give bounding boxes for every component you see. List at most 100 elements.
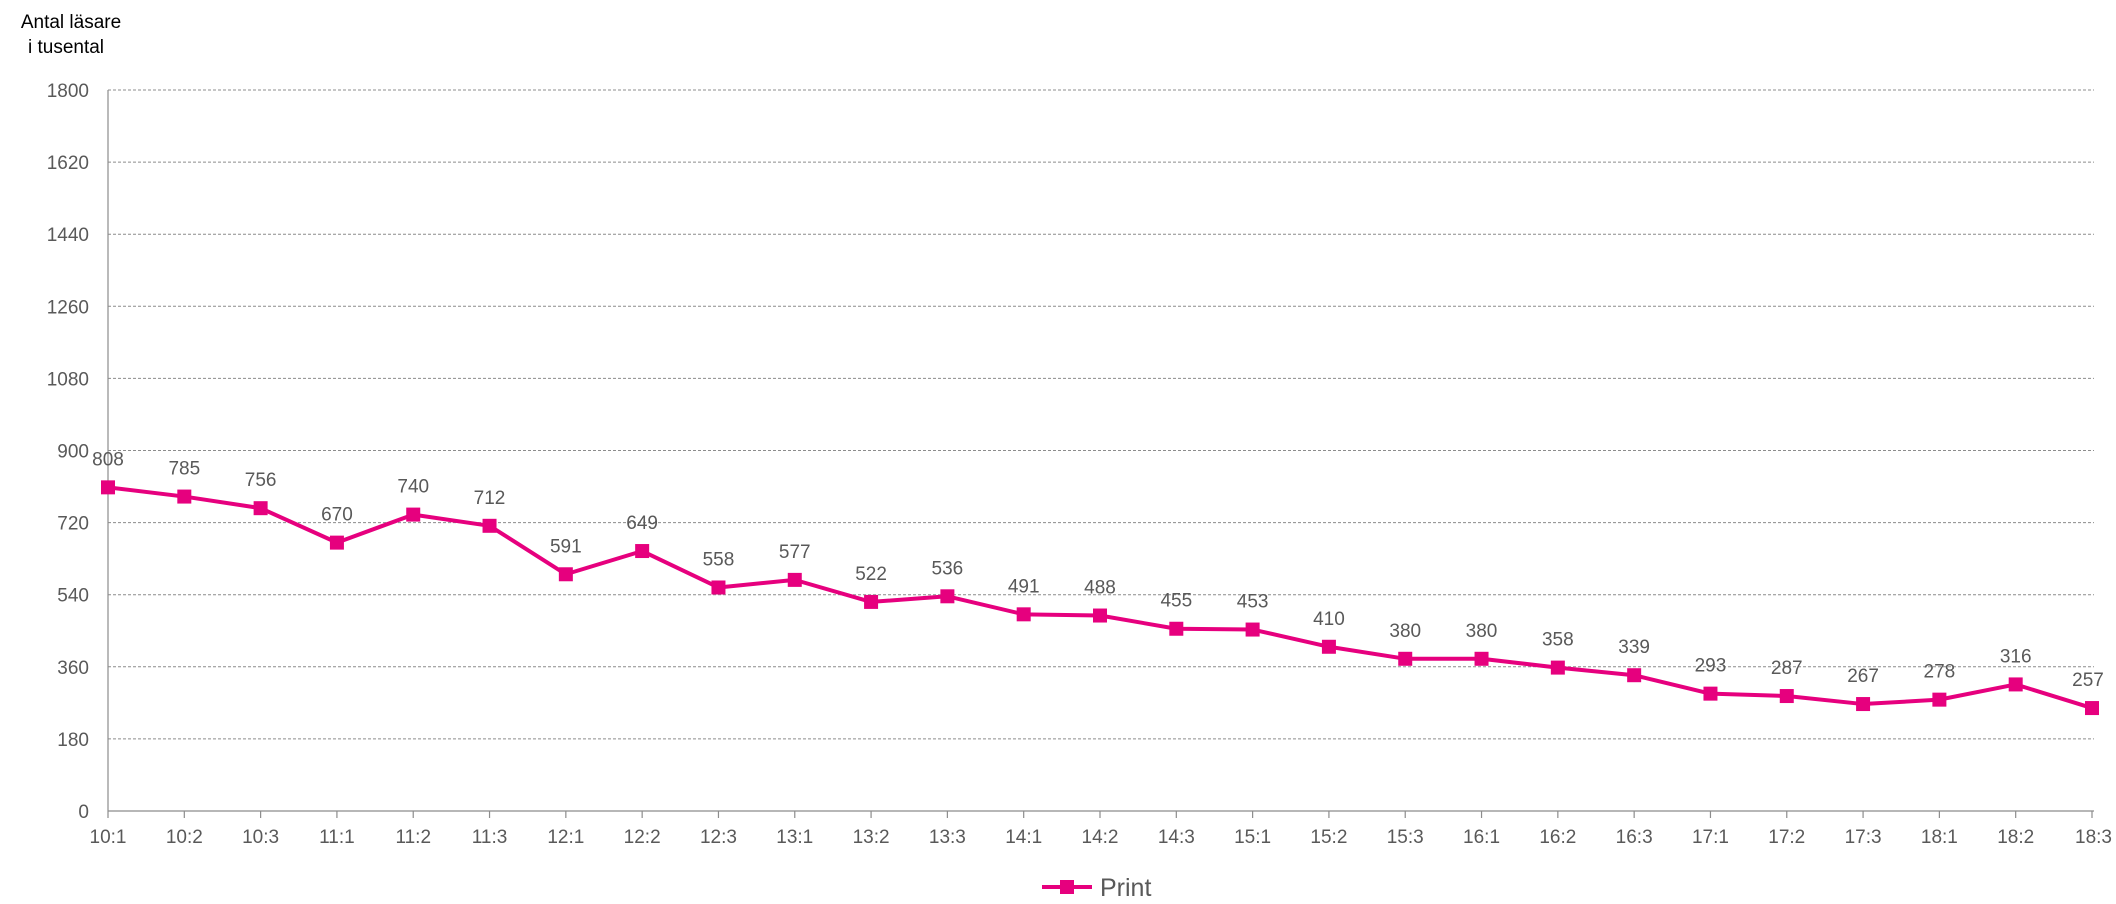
x-tick-label: 10:3: [242, 827, 279, 848]
data-label: 339: [1618, 637, 1650, 658]
data-point-marker: [2085, 701, 2099, 716]
x-tick-label: 13:3: [929, 827, 966, 848]
y-tick-label: 360: [57, 658, 89, 679]
y-tick-label: 1440: [47, 225, 89, 246]
legend-label-print: Print: [1100, 874, 1151, 899]
y-tick-label: 1080: [47, 369, 89, 390]
x-tick-label: 11:2: [395, 827, 431, 848]
y-tick-labels: 0 180 360 540 720 900 1080 1260 1440 1620 1800: [47, 81, 89, 823]
data-point-marker: [1474, 651, 1489, 666]
x-tick-label: 18:3: [2075, 827, 2112, 848]
data-label: 591: [550, 536, 582, 557]
x-tick-label: 14:1: [1005, 827, 1042, 848]
y-tick-label: 180: [57, 730, 89, 751]
data-label: 453: [1237, 592, 1269, 613]
data-label: 257: [2072, 670, 2104, 691]
data-point-marker: [1856, 697, 1871, 712]
y-tick-label: 1260: [47, 297, 89, 318]
x-tick-label: 17:3: [1845, 827, 1882, 848]
y-axis-label: Antal läsare i tusental: [21, 12, 121, 58]
x-tick-label: 12:1: [547, 827, 584, 848]
y-tick-label: 720: [57, 514, 89, 535]
x-tick-labels: 10:1 10:2 10:3 11:1 11:2 11:3 12:1 12:2 12:3 13:1…: [90, 811, 2112, 848]
data-point-marker: [558, 567, 573, 582]
x-tick-label: 14:2: [1082, 827, 1119, 848]
y-tick-label: 1800: [47, 81, 89, 102]
x-tick-label: 16:2: [1539, 827, 1576, 848]
x-tick-label: 12:3: [700, 827, 737, 848]
x-tick-label: 10:2: [166, 827, 203, 848]
x-tick-label: 13:2: [853, 827, 890, 848]
data-label: 278: [1924, 662, 1956, 683]
x-tick-label: 13:1: [776, 827, 813, 848]
data-label: 455: [1160, 591, 1192, 612]
x-tick-label: 11:1: [319, 827, 355, 848]
data-point-marker: [1703, 686, 1718, 701]
data-point-marker: [940, 589, 955, 604]
x-tick-label: 15:1: [1234, 827, 1271, 848]
data-label: 558: [703, 549, 735, 570]
data-label: 522: [855, 564, 887, 585]
x-tick-label: 18:2: [1997, 827, 2034, 848]
data-label: 267: [1847, 666, 1879, 687]
data-label: 488: [1084, 578, 1116, 599]
data-label: 287: [1771, 658, 1803, 679]
x-tick-label: 17:2: [1768, 827, 1805, 848]
data-label: 785: [168, 459, 200, 480]
data-label: 358: [1542, 630, 1574, 651]
data-point-marker: [1245, 622, 1260, 637]
data-point-marker: [1627, 668, 1642, 683]
x-tick-label: 15:2: [1310, 827, 1347, 848]
x-tick-label: 12:2: [624, 827, 661, 848]
data-labels: 808 785 756 670 740 712 591 649 558 577 522 536 491 4…: [92, 449, 2104, 691]
data-label: 577: [779, 542, 811, 563]
data-point-marker: [1321, 639, 1336, 654]
data-point-marker: [1016, 607, 1031, 622]
gridlines: [108, 89, 2094, 740]
data-label: 740: [397, 477, 429, 498]
y-tick-label: 1620: [47, 153, 89, 174]
data-point-marker: [177, 489, 192, 504]
x-tick-label: 10:1: [90, 827, 127, 848]
legend: Print: [1042, 874, 1151, 902]
data-label: 670: [321, 505, 353, 526]
data-label: 649: [626, 513, 658, 534]
data-point-marker: [1398, 651, 1413, 666]
data-point-marker: [253, 501, 268, 516]
data-point-marker: [1093, 608, 1107, 623]
data-label: 380: [1466, 621, 1498, 642]
axes: [107, 90, 2094, 812]
data-point-marker: [635, 544, 650, 559]
data-label: 756: [245, 470, 277, 491]
data-label: 536: [932, 558, 964, 579]
data-point-marker: [1932, 692, 1947, 707]
data-label: 293: [1695, 656, 1727, 677]
x-tick-label: 11:3: [472, 827, 508, 848]
data-point-marker: [2008, 677, 2023, 692]
data-point-marker: [1550, 660, 1565, 675]
x-tick-label: 15:3: [1387, 827, 1424, 848]
data-point-marker: [864, 594, 879, 609]
data-point-marker: [711, 580, 726, 595]
data-point-marker: [329, 535, 344, 550]
data-point-marker: [787, 572, 802, 587]
data-point-marker: [482, 518, 497, 533]
x-tick-label: 14:3: [1158, 827, 1195, 848]
data-point-marker: [101, 480, 115, 495]
data-label: 410: [1313, 609, 1345, 630]
y-tick-label: 0: [78, 802, 89, 823]
series-print: [101, 480, 2099, 716]
y-tick-label: 900: [57, 442, 89, 463]
x-tick-label: 16:1: [1463, 827, 1500, 848]
y-tick-label: 540: [57, 586, 89, 607]
x-tick-label: 16:3: [1616, 827, 1653, 848]
data-point-marker: [406, 507, 421, 522]
legend-marker-swatch: [1060, 880, 1074, 894]
data-label: 808: [92, 449, 124, 470]
data-point-marker: [1169, 621, 1184, 636]
data-label: 316: [2000, 646, 2032, 667]
y-axis-label-line: i tusental: [28, 37, 104, 58]
x-tick-label: 18:1: [1921, 827, 1958, 848]
